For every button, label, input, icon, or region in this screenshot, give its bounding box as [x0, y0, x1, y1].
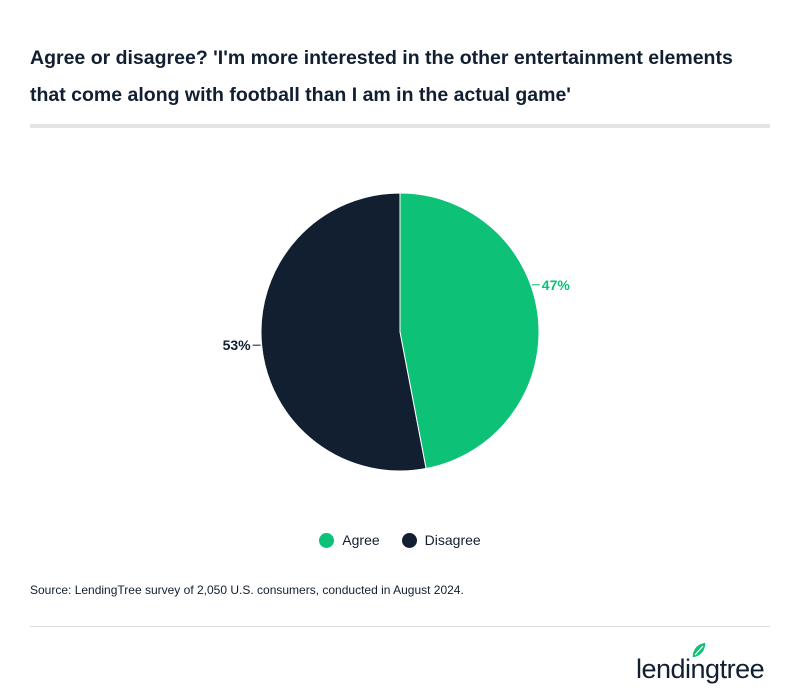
- legend-label: Agree: [342, 532, 380, 548]
- pie-slice-disagree[interactable]: [260, 192, 427, 472]
- legend-item-disagree[interactable]: Disagree: [401, 532, 481, 548]
- chart-title: Agree or disagree? 'I'm more interested …: [30, 47, 733, 106]
- data-label-agree: 47%: [542, 277, 571, 293]
- legend-item-agree[interactable]: Agree: [319, 532, 380, 548]
- svg-text:lendingtree: lendingtree: [636, 654, 764, 684]
- legend-swatch-agree: [319, 532, 335, 548]
- lendingtree-logo: lendingtree: [636, 640, 776, 689]
- source-note: Source: LendingTree survey of 2,050 U.S.…: [30, 583, 464, 597]
- legend-label: Disagree: [424, 532, 481, 548]
- divider: [30, 626, 770, 627]
- pie-chart: 47% 53%: [223, 192, 571, 472]
- data-label-disagree: 53%: [223, 337, 252, 353]
- leaf-icon: [691, 641, 707, 659]
- legend-swatch-disagree: [401, 532, 417, 548]
- pie-slice-agree[interactable]: [399, 192, 540, 470]
- divider: [30, 124, 770, 128]
- legend: Agree Disagree: [0, 532, 800, 548]
